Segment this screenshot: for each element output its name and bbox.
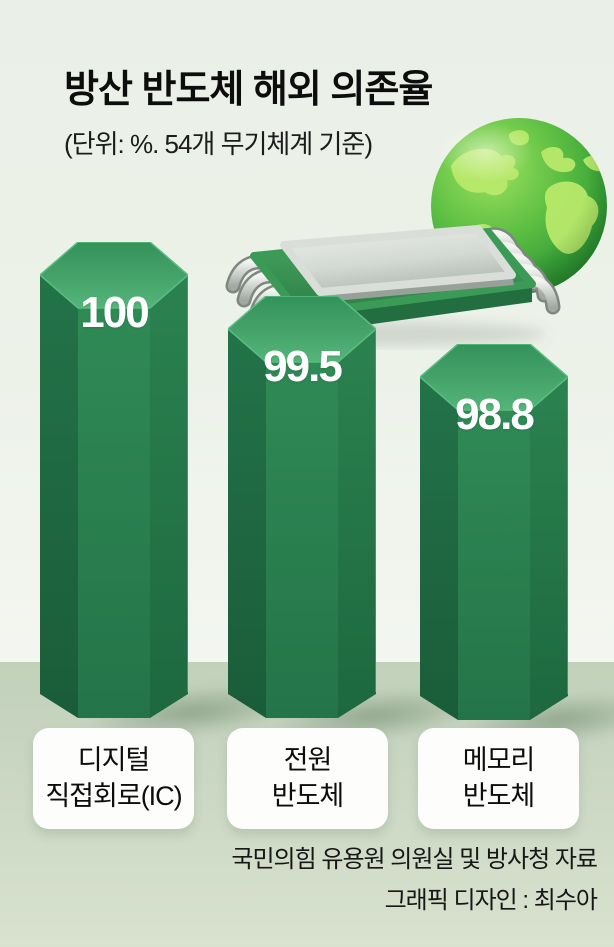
chip-lid-top: [280, 225, 516, 296]
chart-title: 방산 반도체 해외 의존율: [64, 69, 433, 111]
category-line: 반도체: [462, 780, 536, 811]
bar-power-semiconductor: 99.5: [228, 296, 376, 720]
category-label-digital-ic: 디지털 직접회로(IC): [33, 728, 194, 829]
category-line: 직접회로(IC): [45, 780, 182, 811]
category-line: 반도체: [271, 780, 345, 811]
chart-unit-note: (단위: %. 54개 무기체계 기준): [64, 129, 373, 159]
hexagonal-prism-bar: [40, 242, 188, 718]
bar-memory-semiconductor: 98.8: [420, 344, 568, 722]
hexagonal-prism-bar: [228, 296, 376, 718]
category-label-memory-semiconductor: 메모리 반도체: [418, 728, 579, 829]
bar-value-label: 99.5: [263, 342, 343, 391]
hexagonal-prism-bar: [420, 344, 568, 720]
bar-digital-ic: 100: [40, 242, 188, 720]
graphic-designer-text: 그래픽 디자인 : 최수아: [384, 887, 598, 914]
data-source-text: 국민의힘 유용원 의원실 및 방사청 자료: [231, 846, 598, 873]
category-line: 전원: [283, 744, 333, 775]
category-line: 디지털: [77, 744, 151, 775]
bar-value-label: 100: [80, 288, 149, 337]
category-label-power-semiconductor: 전원 반도체: [227, 728, 388, 829]
source-credits: 국민의힘 유용원 의원실 및 방사청 자료 그래픽 디자인 : 최수아: [231, 846, 598, 930]
category-line: 메모리: [462, 744, 536, 775]
bar-value-label: 98.8: [455, 390, 535, 439]
